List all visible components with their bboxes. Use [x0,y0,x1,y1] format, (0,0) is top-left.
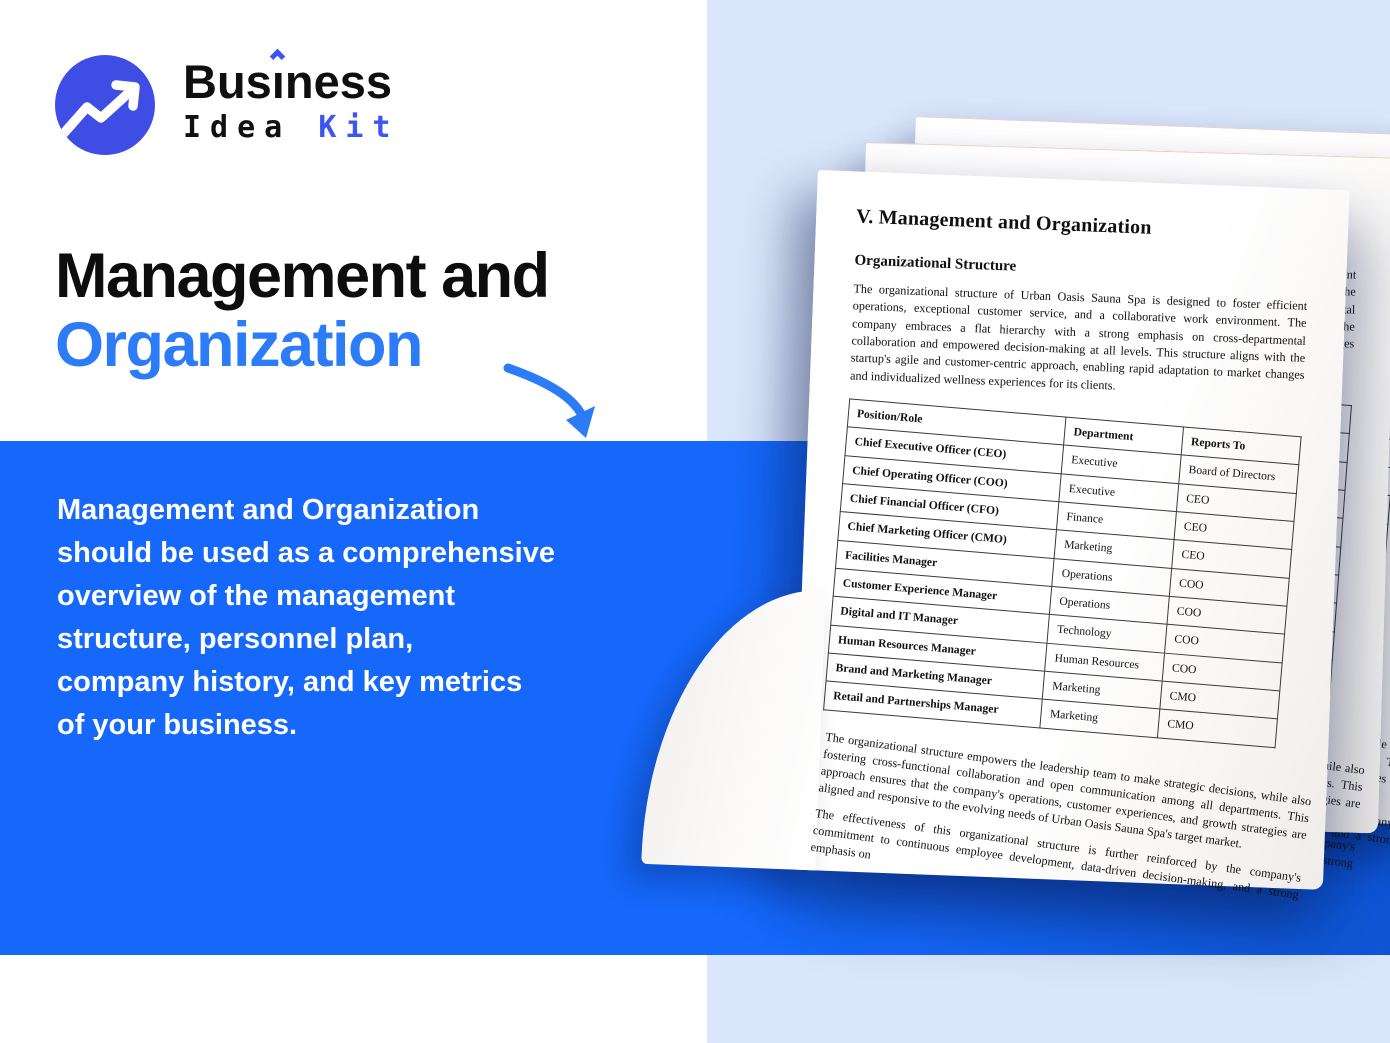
brand-subtitle-idea: Idea [183,110,292,145]
brand-subtitle: Idea Kit [183,113,400,143]
page-title-line2: Organization [55,310,424,380]
page-title: Management and Organization [55,241,550,380]
document-content: V. Management and Organization Organizat… [792,170,1350,902]
brand-name: Bus ı ness [183,48,400,108]
brand-name-i: ı [271,55,285,108]
document-page-front: V. Management and Organization Organizat… [641,170,1350,902]
brand-header: Bus ı ness Idea Kit [55,48,400,155]
page-title-line1: Management and [55,241,550,311]
brand-wordmark: Bus ı ness Idea Kit [183,48,400,143]
document-heading: V. Management and Organization [855,205,1153,239]
trending-up-logo-icon [55,55,155,155]
hero-description: Management and Organization should be us… [57,494,555,741]
brand-name-prefix: Bus [183,55,272,108]
brand-name-suffix: ness [284,55,392,108]
document-subheading: Organizational Structure [854,252,1017,275]
hero-section: Management and Organization [55,241,595,438]
closing-paragraphs: The organizational structure empowers th… [810,728,1313,920]
brand-subtitle-kit: Kit [318,110,400,145]
document-intro-paragraph: The organizational structure of Urban Oa… [849,281,1308,393]
curved-arrow-icon [503,363,595,438]
